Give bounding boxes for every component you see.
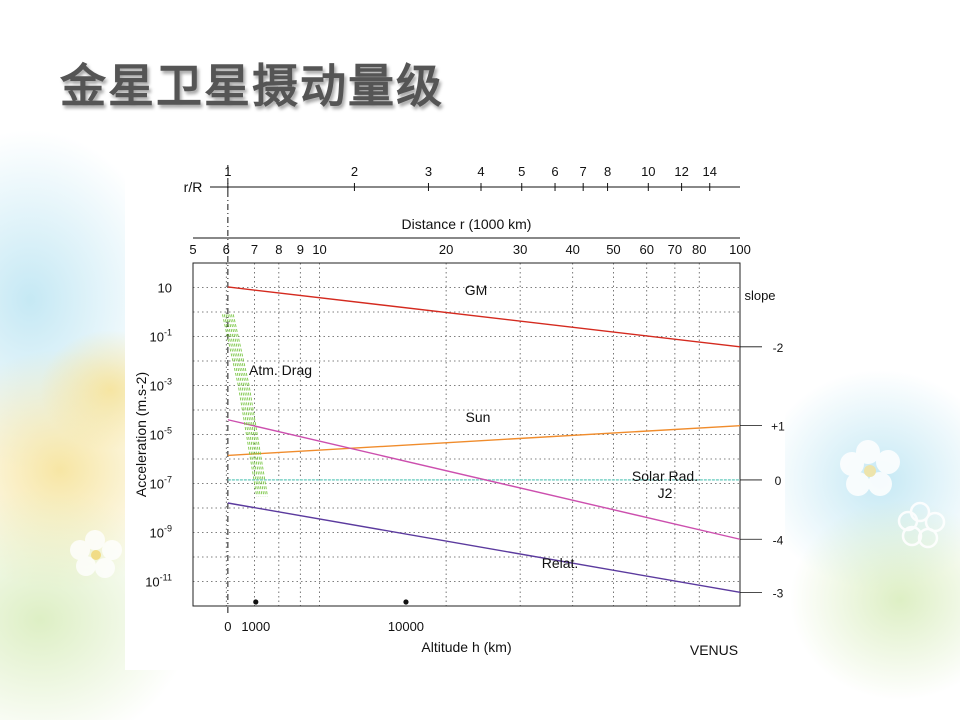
r-over-R-tick-label: 4 bbox=[477, 164, 484, 179]
slope-label: -2 bbox=[773, 341, 784, 355]
series-label-drag: Atm. Drag bbox=[249, 362, 312, 378]
slope-label: 0 bbox=[775, 474, 782, 488]
slope-header: slope bbox=[744, 288, 775, 303]
drag-curve bbox=[229, 314, 265, 497]
altitude-axis: 0 1000 10000 Altitude h (km) VENUS bbox=[224, 599, 738, 658]
distance-axis-title: Distance r (1000 km) bbox=[402, 216, 532, 232]
y-tick-label: 10-11 bbox=[145, 573, 172, 590]
plot-area: -2 +1 0 -4 -3 slope bbox=[192, 165, 785, 614]
y-tick-base: 10 bbox=[150, 477, 164, 492]
distance-tick-label: 80 bbox=[692, 242, 706, 257]
r-over-R-axis-label: r/R bbox=[184, 179, 203, 195]
y-tick-base: 10 bbox=[150, 330, 164, 345]
distance-tick-label: 7 bbox=[251, 242, 258, 257]
altitude-tick-label: 1000 bbox=[241, 619, 270, 634]
x-axis-title: Altitude h (km) bbox=[421, 639, 511, 655]
flower-decoration-icon bbox=[897, 501, 946, 549]
distance-tick-label: 40 bbox=[565, 242, 579, 257]
y-axis-title: Acceleration (m.s-2) bbox=[133, 372, 149, 497]
series-label-relat: Relat. bbox=[542, 555, 579, 571]
chart-labels: GM Sun Solar Rad.J2 Relat. Atm. Drag bbox=[249, 282, 698, 571]
drag-curve bbox=[225, 314, 261, 497]
distance-tick-label: 30 bbox=[513, 242, 527, 257]
r-over-R-tick-label: 3 bbox=[425, 164, 432, 179]
drag-curve bbox=[223, 314, 259, 497]
distance-tick-label: 70 bbox=[668, 242, 682, 257]
distance-tick-label: 60 bbox=[639, 242, 653, 257]
plot-frame bbox=[192, 262, 741, 607]
series-label-j2: J2 bbox=[658, 485, 673, 501]
slope-label: +1 bbox=[771, 420, 785, 434]
r-over-R-tick-label: 1 bbox=[224, 164, 231, 179]
drag-curve bbox=[232, 314, 268, 497]
y-tick-label: 10-1 bbox=[150, 328, 172, 345]
y-axis: 1010-110-310-510-710-910-11Acceleration … bbox=[133, 281, 172, 590]
slide-title: 金星卫星摄动量级 bbox=[60, 59, 444, 113]
y-tick-label: 10-7 bbox=[150, 475, 172, 492]
drag-curve bbox=[227, 314, 263, 497]
y-tick-exponent: -1 bbox=[164, 328, 172, 338]
r-over-R-tick-label: 5 bbox=[518, 164, 525, 179]
series-label-sun: Sun bbox=[466, 409, 491, 425]
y-tick-exponent: -5 bbox=[164, 426, 172, 436]
y-tick-label: 10-5 bbox=[150, 426, 172, 443]
distance-tick-label: 8 bbox=[275, 242, 282, 257]
flower-decoration-icon bbox=[70, 530, 122, 578]
r-over-R-tick-label: 7 bbox=[580, 164, 587, 179]
slope-label: -4 bbox=[773, 533, 784, 547]
r-over-R-tick-label: 12 bbox=[674, 164, 688, 179]
y-tick-base: 10 bbox=[145, 575, 159, 590]
y-tick-label: 10-9 bbox=[150, 524, 172, 541]
distance-axis: Distance r (1000 km) 5 6 7 8 9 10 20 30 40 50 60 70 8… bbox=[189, 216, 750, 257]
drag-curve bbox=[222, 314, 258, 497]
y-tick-label: 10-3 bbox=[150, 377, 172, 394]
grid bbox=[192, 165, 741, 614]
distance-tick-label: 50 bbox=[606, 242, 620, 257]
series-label-gm: GM bbox=[465, 282, 488, 298]
series-line-relat bbox=[227, 502, 741, 594]
r-over-R-tick-label: 14 bbox=[703, 164, 717, 179]
r-over-R-tick-label: 10 bbox=[641, 164, 655, 179]
y-tick-exponent: -11 bbox=[160, 573, 172, 583]
series-lines: -2 +1 0 -4 -3 slope bbox=[222, 286, 785, 600]
distance-tick-label: 6 bbox=[223, 242, 230, 257]
altitude-tick-label: 10000 bbox=[388, 619, 424, 634]
y-tick-exponent: -9 bbox=[164, 524, 172, 534]
series-line-sun bbox=[227, 424, 741, 457]
y-tick-exponent: -7 bbox=[164, 475, 172, 485]
r-over-R-tick-label: 2 bbox=[351, 164, 358, 179]
altitude-tick-dot bbox=[253, 599, 259, 605]
series-label-solar-rad: Solar Rad. bbox=[632, 468, 698, 484]
series-line-solar_rad bbox=[227, 419, 741, 540]
y-tick-label: 10 bbox=[158, 281, 172, 296]
r-over-R-axis: r/R1 2 3 4 5 6 7 8 10 12 14 bbox=[184, 164, 740, 195]
series-line-gm bbox=[227, 286, 741, 348]
distance-tick-label: 5 bbox=[189, 242, 196, 257]
y-tick-base: 10 bbox=[158, 281, 172, 296]
distance-tick-label: 10 bbox=[312, 242, 326, 257]
r-over-R-tick-label: 8 bbox=[604, 164, 611, 179]
drag-curve bbox=[231, 314, 267, 497]
flower-decoration-icon bbox=[840, 440, 900, 496]
y-tick-base: 10 bbox=[150, 379, 164, 394]
altitude-tick-label: 0 bbox=[224, 619, 231, 634]
distance-tick-label: 100 bbox=[729, 242, 751, 257]
y-tick-exponent: -3 bbox=[164, 377, 172, 387]
slope-label: -3 bbox=[773, 586, 784, 600]
altitude-tick-dot bbox=[403, 599, 409, 605]
distance-tick-label: 9 bbox=[297, 242, 304, 257]
planet-label: VENUS bbox=[690, 642, 738, 658]
r-over-R-tick-label: 6 bbox=[551, 164, 558, 179]
distance-tick-label: 20 bbox=[439, 242, 453, 257]
y-tick-base: 10 bbox=[150, 526, 164, 541]
y-tick-base: 10 bbox=[150, 428, 164, 443]
